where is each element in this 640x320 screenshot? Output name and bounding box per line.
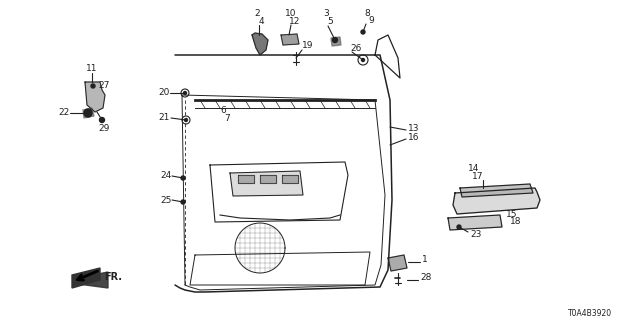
- Text: 4: 4: [258, 17, 264, 26]
- Circle shape: [184, 118, 188, 122]
- Text: 24: 24: [160, 171, 172, 180]
- Text: 25: 25: [160, 196, 172, 204]
- Circle shape: [84, 109, 92, 117]
- Text: 11: 11: [86, 63, 98, 73]
- Circle shape: [181, 176, 185, 180]
- Text: 19: 19: [302, 41, 314, 50]
- Text: 9: 9: [368, 15, 374, 25]
- Circle shape: [457, 225, 461, 229]
- Polygon shape: [448, 215, 502, 230]
- Bar: [238, 175, 254, 183]
- Circle shape: [99, 117, 104, 123]
- Text: 10: 10: [285, 9, 296, 18]
- Text: 1: 1: [422, 255, 428, 265]
- Text: 3: 3: [323, 9, 329, 18]
- Polygon shape: [388, 255, 407, 271]
- Text: 13: 13: [408, 124, 419, 132]
- Circle shape: [333, 37, 337, 43]
- Polygon shape: [72, 268, 100, 288]
- Polygon shape: [460, 184, 533, 197]
- Text: 28: 28: [420, 274, 431, 283]
- Text: 21: 21: [158, 113, 170, 122]
- Text: 20: 20: [158, 87, 170, 97]
- Circle shape: [181, 200, 185, 204]
- Polygon shape: [230, 171, 303, 196]
- Text: T0A4B3920: T0A4B3920: [568, 308, 612, 317]
- Text: 2: 2: [254, 9, 260, 18]
- Circle shape: [362, 59, 365, 61]
- Polygon shape: [83, 108, 94, 118]
- Circle shape: [91, 84, 95, 88]
- Text: FR.: FR.: [104, 272, 122, 282]
- Polygon shape: [85, 82, 105, 112]
- Text: 22: 22: [58, 108, 69, 116]
- Circle shape: [184, 92, 186, 94]
- Circle shape: [361, 30, 365, 34]
- Bar: [282, 175, 298, 183]
- Bar: [260, 175, 276, 183]
- Polygon shape: [281, 34, 299, 45]
- Text: 15: 15: [506, 210, 518, 219]
- Text: 16: 16: [408, 132, 419, 141]
- Text: 8: 8: [364, 9, 370, 18]
- Text: 18: 18: [510, 217, 522, 226]
- Text: 6: 6: [220, 106, 226, 115]
- Polygon shape: [331, 37, 341, 46]
- Polygon shape: [453, 188, 540, 214]
- Text: 5: 5: [327, 17, 333, 26]
- Text: 27: 27: [98, 81, 109, 90]
- Text: 26: 26: [350, 44, 362, 52]
- Polygon shape: [78, 272, 108, 288]
- Text: 29: 29: [98, 124, 109, 132]
- Text: 17: 17: [472, 172, 483, 180]
- Text: 14: 14: [468, 164, 479, 172]
- Text: 12: 12: [289, 17, 300, 26]
- Polygon shape: [252, 33, 268, 55]
- Text: 7: 7: [224, 114, 230, 123]
- Text: 23: 23: [470, 229, 481, 238]
